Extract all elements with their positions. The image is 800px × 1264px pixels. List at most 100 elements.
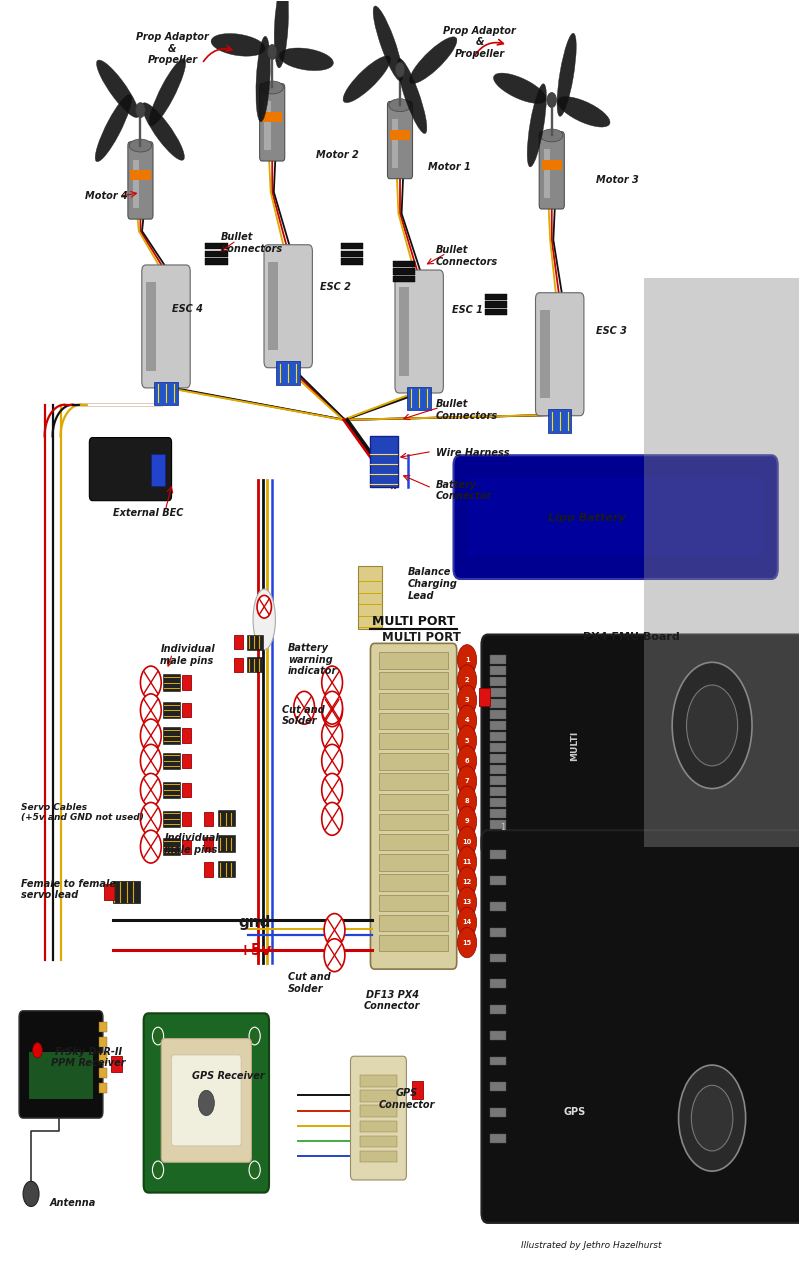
Text: Motor 3: Motor 3 bbox=[596, 174, 638, 185]
Circle shape bbox=[153, 1162, 164, 1179]
Text: Individual
male pins: Individual male pins bbox=[161, 643, 215, 666]
Bar bbox=[490, 928, 506, 937]
Text: 9: 9 bbox=[465, 818, 470, 824]
Ellipse shape bbox=[541, 129, 563, 142]
Text: 5: 5 bbox=[465, 738, 470, 743]
Bar bbox=[490, 666, 506, 675]
Bar bbox=[490, 809, 506, 818]
Text: 15: 15 bbox=[462, 939, 472, 945]
Bar bbox=[490, 820, 506, 829]
Bar bbox=[490, 720, 506, 729]
Bar bbox=[490, 1134, 506, 1143]
Bar bbox=[490, 980, 506, 988]
Circle shape bbox=[324, 939, 345, 972]
Bar bbox=[218, 861, 235, 877]
Text: 6: 6 bbox=[465, 758, 470, 763]
Bar bbox=[490, 1109, 506, 1117]
Bar bbox=[399, 287, 409, 375]
Ellipse shape bbox=[527, 83, 546, 167]
Circle shape bbox=[458, 867, 477, 897]
FancyBboxPatch shape bbox=[162, 1039, 251, 1163]
Bar bbox=[379, 875, 448, 891]
Bar bbox=[490, 1005, 506, 1014]
Text: Motor 4: Motor 4 bbox=[85, 191, 127, 201]
Bar bbox=[379, 915, 448, 932]
Bar bbox=[163, 674, 180, 690]
Circle shape bbox=[458, 645, 477, 675]
Text: Motor 1: Motor 1 bbox=[428, 162, 470, 172]
Bar bbox=[490, 676, 506, 685]
Bar bbox=[133, 159, 138, 209]
Bar bbox=[360, 1091, 397, 1102]
Ellipse shape bbox=[261, 81, 283, 94]
Ellipse shape bbox=[97, 59, 139, 118]
Bar bbox=[393, 276, 415, 282]
Bar bbox=[379, 753, 448, 770]
Text: GPS Receiver: GPS Receiver bbox=[192, 1072, 265, 1082]
Bar bbox=[205, 243, 227, 249]
Circle shape bbox=[458, 685, 477, 715]
Ellipse shape bbox=[558, 96, 610, 128]
Bar bbox=[490, 953, 506, 962]
Bar bbox=[163, 752, 180, 769]
Ellipse shape bbox=[142, 102, 184, 161]
Text: Prop Adaptor
&
Propeller: Prop Adaptor & Propeller bbox=[136, 32, 209, 66]
Bar bbox=[360, 1152, 397, 1163]
Circle shape bbox=[33, 1043, 42, 1058]
Circle shape bbox=[678, 1066, 746, 1172]
Circle shape bbox=[322, 803, 342, 836]
Bar bbox=[99, 1038, 107, 1048]
FancyBboxPatch shape bbox=[482, 830, 800, 1222]
Bar bbox=[360, 1121, 397, 1133]
Text: Bullet
Connectors: Bullet Connectors bbox=[436, 245, 498, 267]
Bar bbox=[379, 834, 448, 851]
Text: PX4 FMU Board: PX4 FMU Board bbox=[583, 632, 680, 642]
Text: Bullet
Connectors: Bullet Connectors bbox=[436, 399, 498, 421]
Circle shape bbox=[141, 744, 162, 777]
Text: ESC 1: ESC 1 bbox=[452, 305, 482, 315]
Bar bbox=[490, 655, 506, 664]
Bar bbox=[485, 301, 507, 307]
Circle shape bbox=[458, 746, 477, 776]
Ellipse shape bbox=[274, 0, 289, 68]
Text: gnd: gnd bbox=[238, 915, 271, 930]
Circle shape bbox=[322, 691, 342, 724]
FancyBboxPatch shape bbox=[370, 643, 457, 969]
Circle shape bbox=[141, 803, 162, 836]
Bar bbox=[468, 478, 763, 556]
Text: +5v: +5v bbox=[238, 943, 272, 958]
Bar bbox=[360, 1136, 397, 1148]
Bar bbox=[490, 876, 506, 885]
Text: 13: 13 bbox=[462, 899, 472, 905]
Text: Antenna: Antenna bbox=[50, 1198, 96, 1207]
Circle shape bbox=[458, 705, 477, 736]
Bar bbox=[99, 1023, 107, 1033]
Bar bbox=[490, 699, 506, 708]
Circle shape bbox=[23, 1182, 39, 1207]
Bar bbox=[485, 293, 507, 300]
Text: Balance
Charging
Lead: Balance Charging Lead bbox=[408, 568, 458, 600]
FancyBboxPatch shape bbox=[144, 1014, 269, 1193]
Bar bbox=[379, 672, 448, 689]
Circle shape bbox=[322, 666, 342, 699]
Circle shape bbox=[249, 1162, 260, 1179]
Bar bbox=[130, 169, 150, 181]
Circle shape bbox=[458, 786, 477, 817]
Circle shape bbox=[324, 914, 345, 947]
Text: MULTI PORT: MULTI PORT bbox=[382, 631, 461, 643]
FancyBboxPatch shape bbox=[387, 101, 413, 178]
Bar bbox=[542, 159, 562, 171]
Circle shape bbox=[458, 806, 477, 837]
Bar bbox=[379, 814, 448, 830]
Circle shape bbox=[547, 92, 557, 107]
Bar bbox=[379, 854, 448, 871]
Text: Individual
male pins: Individual male pins bbox=[165, 833, 219, 854]
Bar bbox=[539, 310, 550, 398]
Bar bbox=[341, 243, 363, 249]
Bar bbox=[151, 454, 166, 485]
FancyBboxPatch shape bbox=[260, 83, 285, 161]
Bar bbox=[370, 436, 398, 487]
Circle shape bbox=[686, 685, 738, 766]
Text: 12: 12 bbox=[462, 878, 472, 885]
Bar bbox=[490, 710, 506, 719]
